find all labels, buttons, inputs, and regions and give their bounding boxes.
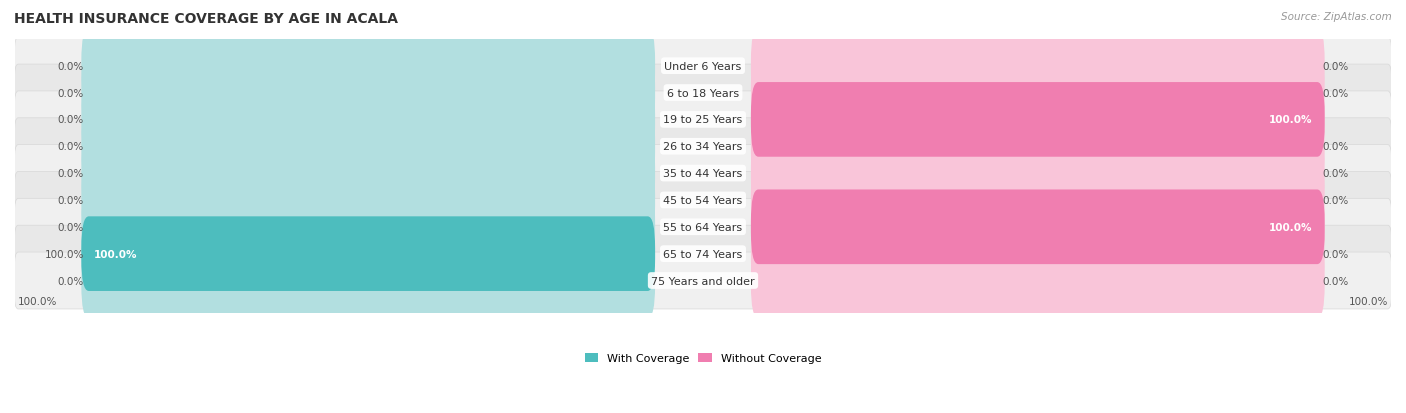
Text: 0.0%: 0.0%	[58, 62, 84, 71]
FancyBboxPatch shape	[82, 110, 655, 184]
FancyBboxPatch shape	[82, 244, 655, 318]
Text: Source: ZipAtlas.com: Source: ZipAtlas.com	[1281, 12, 1392, 22]
FancyBboxPatch shape	[14, 172, 1392, 229]
FancyBboxPatch shape	[82, 29, 655, 104]
FancyBboxPatch shape	[14, 199, 1392, 256]
FancyBboxPatch shape	[14, 119, 1392, 175]
FancyBboxPatch shape	[82, 217, 655, 291]
FancyBboxPatch shape	[751, 83, 1324, 157]
Text: 100.0%: 100.0%	[1268, 222, 1312, 232]
FancyBboxPatch shape	[751, 136, 1324, 211]
FancyBboxPatch shape	[82, 83, 655, 157]
FancyBboxPatch shape	[751, 83, 1324, 157]
FancyBboxPatch shape	[14, 38, 1392, 95]
FancyBboxPatch shape	[82, 163, 655, 238]
FancyBboxPatch shape	[751, 190, 1324, 264]
FancyBboxPatch shape	[82, 217, 655, 291]
Text: 0.0%: 0.0%	[1322, 62, 1348, 71]
Text: 6 to 18 Years: 6 to 18 Years	[666, 88, 740, 98]
Text: 0.0%: 0.0%	[58, 88, 84, 98]
Text: 0.0%: 0.0%	[1322, 195, 1348, 205]
Text: 0.0%: 0.0%	[58, 195, 84, 205]
FancyBboxPatch shape	[82, 56, 655, 131]
Text: 100.0%: 100.0%	[1348, 296, 1388, 306]
Text: 100.0%: 100.0%	[18, 296, 58, 306]
Text: 0.0%: 0.0%	[58, 169, 84, 179]
Text: 100.0%: 100.0%	[1268, 115, 1312, 125]
FancyBboxPatch shape	[14, 92, 1392, 149]
Text: 75 Years and older: 75 Years and older	[651, 276, 755, 286]
Text: 0.0%: 0.0%	[58, 222, 84, 232]
Text: 100.0%: 100.0%	[94, 249, 138, 259]
Text: 0.0%: 0.0%	[1322, 169, 1348, 179]
FancyBboxPatch shape	[82, 190, 655, 264]
Text: 45 to 54 Years: 45 to 54 Years	[664, 195, 742, 205]
FancyBboxPatch shape	[14, 225, 1392, 282]
FancyBboxPatch shape	[14, 65, 1392, 122]
Text: 55 to 64 Years: 55 to 64 Years	[664, 222, 742, 232]
Text: Under 6 Years: Under 6 Years	[665, 62, 741, 71]
Text: 0.0%: 0.0%	[1322, 88, 1348, 98]
Text: 19 to 25 Years: 19 to 25 Years	[664, 115, 742, 125]
FancyBboxPatch shape	[751, 244, 1324, 318]
FancyBboxPatch shape	[14, 145, 1392, 202]
FancyBboxPatch shape	[751, 29, 1324, 104]
FancyBboxPatch shape	[751, 190, 1324, 264]
FancyBboxPatch shape	[751, 110, 1324, 184]
FancyBboxPatch shape	[14, 252, 1392, 309]
Text: 0.0%: 0.0%	[1322, 142, 1348, 152]
FancyBboxPatch shape	[751, 217, 1324, 291]
FancyBboxPatch shape	[751, 56, 1324, 131]
Text: 0.0%: 0.0%	[1322, 276, 1348, 286]
Legend: With Coverage, Without Coverage: With Coverage, Without Coverage	[581, 348, 825, 368]
Text: 0.0%: 0.0%	[58, 115, 84, 125]
Text: HEALTH INSURANCE COVERAGE BY AGE IN ACALA: HEALTH INSURANCE COVERAGE BY AGE IN ACAL…	[14, 12, 398, 26]
Text: 0.0%: 0.0%	[58, 276, 84, 286]
Text: 35 to 44 Years: 35 to 44 Years	[664, 169, 742, 179]
Text: 100.0%: 100.0%	[45, 249, 84, 259]
FancyBboxPatch shape	[751, 163, 1324, 238]
Text: 26 to 34 Years: 26 to 34 Years	[664, 142, 742, 152]
FancyBboxPatch shape	[82, 136, 655, 211]
Text: 0.0%: 0.0%	[58, 142, 84, 152]
Text: 65 to 74 Years: 65 to 74 Years	[664, 249, 742, 259]
Text: 0.0%: 0.0%	[1322, 249, 1348, 259]
